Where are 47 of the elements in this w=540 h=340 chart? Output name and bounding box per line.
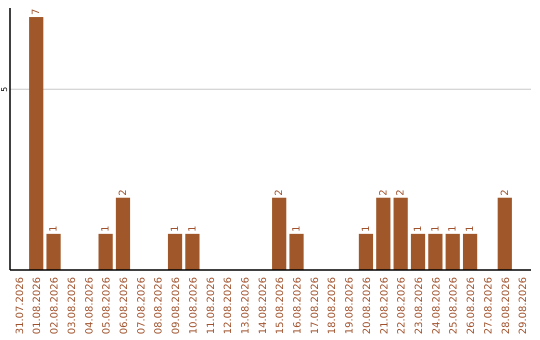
x-tick-label: 13.08.2026 [240,277,252,334]
data-label: 1 [413,225,424,232]
x-tick-label: 16.08.2026 [292,277,304,334]
y-tick-label: 5 [0,86,9,92]
data-label: 1 [430,225,442,232]
x-tick-label: 29.08.2026 [518,277,530,334]
data-label: 2 [274,189,286,196]
x-tick-label: 31.07.2026 [14,277,26,334]
x-tick-label: 04.08.2026 [84,277,96,334]
data-label: 1 [48,225,60,232]
data-label: 1 [170,225,182,232]
x-tick-label: 06.08.2026 [118,277,130,334]
x-tick-label: 24.08.2026 [431,277,442,334]
x-tick-label: 25.08.2026 [448,277,460,334]
x-tick-label: 14.08.2026 [258,277,269,334]
data-label: 1 [360,225,372,232]
x-tick-label: 21.08.2026 [379,277,390,334]
data-label: 2 [118,189,129,196]
x-tick-label: 01.08.2026 [32,277,44,334]
data-label: 1 [465,225,476,232]
x-tick-label: 08.08.2026 [154,277,165,334]
data-label: 1 [187,225,198,232]
x-tick-label: 05.08.2026 [102,277,113,334]
x-tick-label: 19.08.2026 [344,277,356,334]
x-tick-label: 11.08.2026 [206,277,217,334]
x-tick-label: 15.08.2026 [275,277,286,334]
data-label: 1 [448,225,459,232]
x-tick-label: 20.08.2026 [362,277,373,334]
x-tick-label: 27.08.2026 [483,277,494,334]
x-tick-label: 02.08.2026 [50,277,61,334]
data-label: 1 [292,225,303,232]
x-tick-label: 07.08.2026 [136,277,148,334]
x-tick-label: 12.08.2026 [223,277,234,334]
data-label: 2 [396,189,407,196]
x-tick-label: 09.08.2026 [171,277,182,334]
data-label: 2 [378,189,390,196]
x-tick-label: 18.08.2026 [327,277,338,334]
data-label: 2 [500,189,511,196]
x-tick-label: 10.08.2026 [188,277,200,334]
x-tick-label: 28.08.2026 [500,277,512,334]
x-tick-label: 03.08.2026 [66,277,78,334]
x-tick-label: 26.08.2026 [466,277,478,334]
x-tick-label: 23.08.2026 [414,277,426,334]
data-label: 7 [31,8,42,16]
x-tick-label: 22.08.2026 [396,277,408,334]
x-tick-label: 17.08.2026 [310,277,321,334]
data-label: 1 [100,225,112,232]
